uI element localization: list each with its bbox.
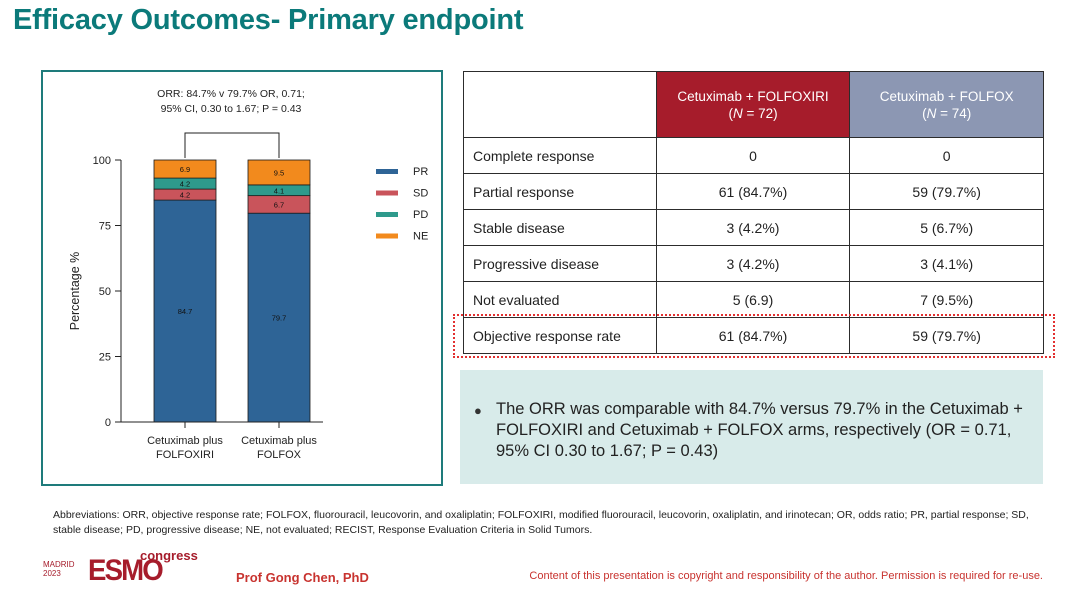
arm2-cell: 0: [849, 137, 1044, 174]
table-header-row: Cetuximab + FOLFOXIRI (N = 72) Cetuximab…: [463, 71, 1044, 138]
esmo-congress-logo: MADRID 2023 ESMO congress: [43, 548, 198, 587]
orr-annotation-line1: ORR: 84.7% v 79.7% OR, 0.71;: [157, 88, 305, 100]
data-label-pd: 4.1: [274, 186, 284, 195]
bullet-icon: ●: [474, 403, 482, 418]
x-category-label: FOLFOX: [257, 449, 302, 461]
y-axis-label: Percentage %: [68, 252, 82, 331]
arm1-cell: 5 (6.9): [655, 281, 851, 318]
legend-label-sd: SD: [413, 188, 428, 200]
legend-swatch-pr: [376, 169, 398, 174]
table-corner-cell: [463, 71, 657, 138]
summary-box: ● The ORR was comparable with 84.7% vers…: [460, 370, 1043, 484]
row-label: Progressive disease: [463, 245, 657, 282]
arm1-name: Cetuximab + FOLFOXIRI: [677, 88, 829, 104]
table-row: Not evaluated 5 (6.9) 7 (9.5%): [463, 281, 1044, 318]
y-tick-label: 100: [93, 155, 111, 167]
arm1-n: (N = 72): [728, 105, 778, 121]
logo-city-year: MADRID 2023: [43, 560, 75, 578]
row-label: Complete response: [463, 137, 657, 174]
table-row: Partial response 61 (84.7%) 59 (79.7%): [463, 173, 1044, 210]
comparison-bracket: [184, 132, 280, 158]
data-label-ne: 9.5: [274, 168, 284, 177]
orr-annotation-line2: 95% CI, 0.30 to 1.67; P = 0.43: [161, 103, 302, 115]
table-row: Complete response 0 0: [463, 137, 1044, 174]
stacked-bar-chart: ORR: 84.7% v 79.7% OR, 0.71; 95% CI, 0.30…: [68, 88, 428, 461]
arm2-name: Cetuximab + FOLFOX: [879, 88, 1014, 104]
arm1-cell: 3 (4.2%): [655, 245, 851, 282]
data-label-pr: 84.7: [178, 307, 193, 316]
y-tick-label: 75: [99, 221, 111, 233]
legend-swatch-ne: [376, 233, 398, 239]
results-table: Cetuximab + FOLFOXIRI (N = 72) Cetuximab…: [463, 71, 1044, 354]
logo-suffix: congress: [140, 548, 198, 563]
x-category-label: Cetuximab plus: [147, 435, 223, 447]
data-label-pd: 4.2: [180, 180, 190, 189]
legend-label-pr: PR: [413, 166, 428, 178]
arm1-cell: 61 (84.7%): [655, 317, 851, 354]
legend-swatch-pd: [376, 212, 398, 217]
y-tick-label: 0: [105, 417, 111, 429]
presenter-name: Prof Gong Chen, PhD: [236, 570, 369, 585]
legend-label-ne: NE: [413, 231, 428, 243]
data-label-sd: 4.2: [180, 191, 190, 200]
logo-brand: ESMO: [88, 554, 164, 587]
arm2-cell: 3 (4.1%): [849, 245, 1044, 282]
data-label-ne: 6.9: [180, 165, 190, 174]
data-label-pr: 79.7: [272, 314, 287, 323]
row-label: Partial response: [463, 173, 657, 210]
copyright-notice: Content of this presentation is copyrigh…: [529, 570, 1043, 582]
arm1-cell: 3 (4.2%): [655, 209, 851, 246]
data-label-sd: 6.7: [274, 200, 284, 209]
legend-swatch-sd: [376, 190, 398, 196]
table-row-orr: Objective response rate 61 (84.7%) 59 (7…: [463, 317, 1044, 354]
bar-segment-ne: [153, 159, 217, 179]
arm1-cell: 0: [655, 137, 851, 174]
arm2-cell: 5 (6.7%): [849, 209, 1044, 246]
row-label: Stable disease: [463, 209, 657, 246]
row-label: Not evaluated: [463, 281, 657, 318]
table-row: Progressive disease 3 (4.2%) 3 (4.1%): [463, 245, 1044, 282]
abbreviations-footnote: Abbreviations: ORR, objective response r…: [53, 509, 1029, 536]
y-tick-label: 25: [99, 352, 111, 364]
slide-title: Efficacy Outcomes- Primary endpoint: [13, 4, 524, 36]
arm2-cell: 59 (79.7%): [849, 317, 1044, 354]
arm2-header: Cetuximab + FOLFOX (N = 74): [849, 71, 1044, 138]
legend-label-pd: PD: [413, 209, 428, 221]
row-label: Objective response rate: [463, 317, 657, 354]
arm1-header: Cetuximab + FOLFOXIRI (N = 72): [655, 71, 851, 138]
arm2-cell: 59 (79.7%): [849, 173, 1044, 210]
bar-segment-ne: [247, 159, 311, 186]
arm1-cell: 61 (84.7%): [655, 173, 851, 210]
table-row: Stable disease 3 (4.2%) 5 (6.7%): [463, 209, 1044, 246]
x-category-label: FOLFOXIRI: [156, 449, 214, 461]
summary-text: The ORR was comparable with 84.7% versus…: [496, 400, 1023, 460]
arm2-n: (N = 74): [922, 105, 972, 121]
y-tick-label: 50: [99, 286, 111, 298]
arm2-cell: 7 (9.5%): [849, 281, 1044, 318]
x-category-label: Cetuximab plus: [241, 435, 317, 447]
chart-panel: ORR: 84.7% v 79.7% OR, 0.71; 95% CI, 0.30…: [41, 70, 443, 486]
